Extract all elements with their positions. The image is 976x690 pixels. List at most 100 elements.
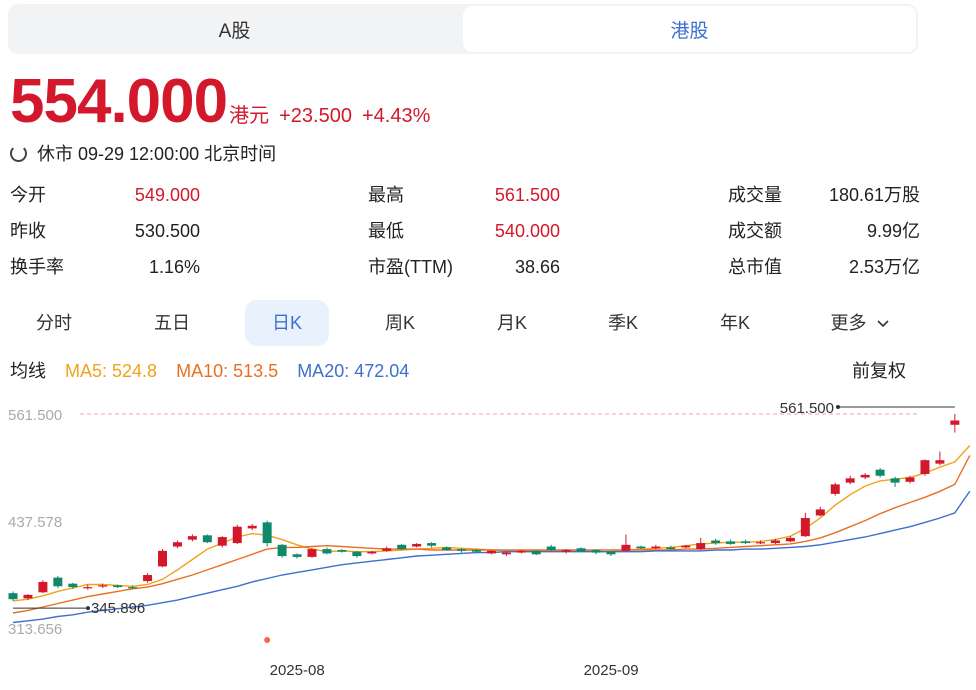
candle-body xyxy=(247,525,257,529)
candle-body xyxy=(128,587,138,589)
candle-body xyxy=(412,543,422,547)
candle-body xyxy=(651,546,661,549)
low-marker-dot xyxy=(86,606,90,611)
candlestick-chart[interactable]: 561.500 437.578 313.656 561.500 345.896 2025-… xyxy=(0,390,976,690)
candle-body xyxy=(920,460,930,475)
ma-legend: 均线 MA5: 524.8 MA10: 513.5 MA20: 472.04 前… xyxy=(10,358,920,384)
candle-body xyxy=(322,549,332,554)
stat-market-cap: 总市值 2.53万亿 xyxy=(728,254,920,280)
tab-five-day[interactable]: 五日 xyxy=(154,313,190,333)
ma5-value: MA5: 524.8 xyxy=(65,361,158,381)
last-price: 554.000 xyxy=(10,67,228,136)
candle-body xyxy=(681,545,691,548)
stat-value: 180.61万股 xyxy=(828,185,920,205)
tab-yearly-k[interactable]: 年K xyxy=(719,313,750,333)
price-row: 554.000 港元 +23.500 +4.43% xyxy=(10,70,430,134)
stat-label: 今开 xyxy=(10,185,46,205)
tab-intraday[interactable]: 分时 xyxy=(36,313,72,333)
stat-label: 昨收 xyxy=(10,221,46,241)
candle-body xyxy=(516,550,526,553)
tab-quarterly-k[interactable]: 季K xyxy=(607,313,638,333)
candle-body xyxy=(726,541,736,544)
event-marker-dot xyxy=(264,637,271,643)
y-tick-label: 313.656 xyxy=(8,621,62,638)
candle-body xyxy=(307,549,317,557)
candle-body xyxy=(756,542,765,544)
candle-body xyxy=(158,550,167,567)
candle-body xyxy=(352,551,362,557)
stat-value: 1.16% xyxy=(148,257,200,277)
candle-body xyxy=(845,478,855,483)
refresh-icon[interactable] xyxy=(10,144,27,162)
candle-body xyxy=(860,474,870,478)
low-marker-label: 345.896 xyxy=(91,600,145,617)
candle-body xyxy=(531,550,541,555)
candle-body xyxy=(815,509,825,516)
candle-body xyxy=(621,544,631,551)
stat-label: 最低 xyxy=(368,221,404,241)
tab-monthly-k[interactable]: 月K xyxy=(496,313,527,333)
candle-body xyxy=(232,526,242,544)
currency-label: 港元 xyxy=(229,105,270,127)
candle-body xyxy=(636,546,646,549)
candle-body xyxy=(23,594,33,599)
stat-value: 2.53万亿 xyxy=(848,257,920,277)
ma-line-ma10 xyxy=(12,455,971,614)
candle-body xyxy=(770,540,780,544)
tab-more[interactable]: 更多 xyxy=(815,300,905,346)
candle-body xyxy=(262,522,272,544)
candle-body xyxy=(113,585,123,588)
price-change-pct: +4.43% xyxy=(361,105,431,127)
candle-body xyxy=(486,550,496,554)
price-change: +23.500 xyxy=(279,105,352,127)
candle-body xyxy=(800,518,810,537)
candle-body xyxy=(172,542,182,547)
candle-body xyxy=(666,547,676,550)
tab-a-share[interactable]: A股 xyxy=(218,20,251,42)
stat-label: 成交额 xyxy=(728,221,782,241)
candle-body xyxy=(83,587,93,589)
candle-body xyxy=(471,549,481,552)
candle-body xyxy=(741,541,751,544)
y-tick-label: 437.578 xyxy=(8,514,62,531)
y-tick-label: 561.500 xyxy=(8,407,62,424)
candle-body xyxy=(427,543,437,546)
tab-daily-k[interactable]: 日K xyxy=(245,300,329,346)
candle-body xyxy=(98,585,108,587)
candle-body xyxy=(277,544,287,557)
candle-body xyxy=(367,551,377,554)
candle-body xyxy=(606,551,616,555)
tab-hk-share[interactable]: 港股 xyxy=(463,6,916,52)
high-marker-label: 561.500 xyxy=(780,400,834,417)
ma-label: 均线 xyxy=(10,361,46,381)
high-marker-dot xyxy=(836,405,840,409)
ma10-value: MA10: 513.5 xyxy=(176,361,279,381)
candle-body xyxy=(68,583,78,588)
period-tabs: 分时 五日 日K 周K 月K 季K 年K 更多 xyxy=(0,300,976,346)
chevron-down-icon xyxy=(876,320,889,328)
candle-body xyxy=(501,552,511,555)
candle-body xyxy=(217,537,227,546)
stat-open: 今开 549.000 xyxy=(10,182,200,208)
stat-label: 总市值 xyxy=(728,257,782,277)
candle-body xyxy=(561,549,571,552)
stat-label: 市盈(TTM) xyxy=(368,257,453,277)
stat-low: 最低 540.000 xyxy=(368,218,560,244)
ma-line-ma20 xyxy=(12,490,971,624)
stat-prev-close: 昨收 530.500 xyxy=(10,218,200,244)
stat-value: 38.66 xyxy=(514,257,560,277)
stat-label: 换手率 xyxy=(10,257,64,277)
adjust-mode-button[interactable]: 前复权 xyxy=(852,361,906,381)
stat-turnover-rate: 换手率 1.16% xyxy=(10,254,200,280)
candle-body xyxy=(143,575,153,582)
candle-body xyxy=(591,549,601,553)
candle-body xyxy=(905,477,915,482)
candle-body xyxy=(711,540,721,544)
candle-body xyxy=(202,535,212,543)
candle-body xyxy=(337,549,347,552)
tab-weekly-k[interactable]: 周K xyxy=(384,313,415,333)
stat-label: 成交量 xyxy=(728,185,782,205)
candle-body xyxy=(187,536,197,540)
candle-body xyxy=(830,484,840,494)
candle-body xyxy=(457,549,466,551)
